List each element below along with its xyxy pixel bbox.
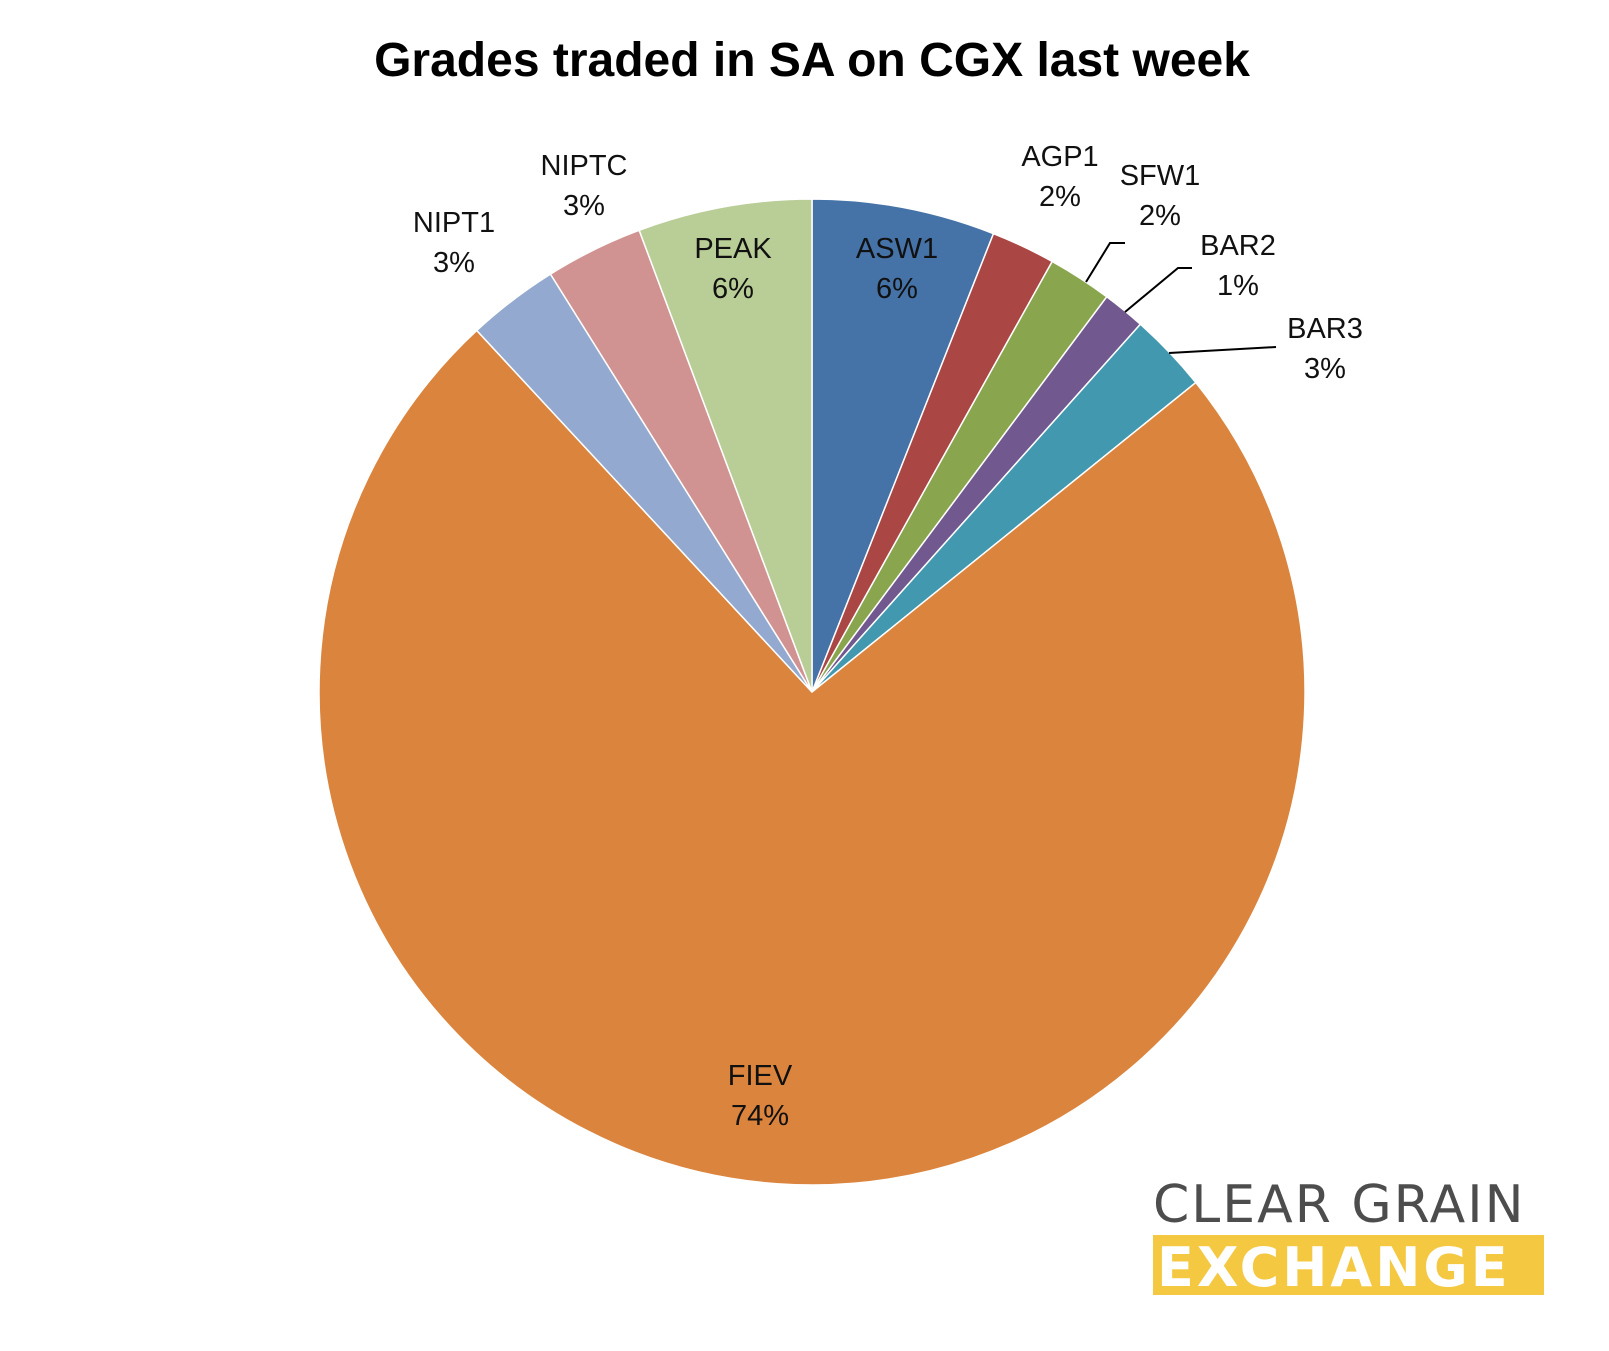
pie-slice-fiev [318, 329, 1306, 1186]
slice-name-nipt1: NIPT1 [413, 207, 495, 239]
leader-line-bar2 [1124, 267, 1192, 313]
slice-percent-nipt1: 3% [433, 247, 475, 279]
slice-name-niptc: NIPTC [541, 150, 628, 182]
pie-slices [318, 198, 1306, 1186]
clear-grain-exchange-logo: CLEAR GRAIN EXCHANGE [1153, 1175, 1544, 1299]
chart-title: Grades traded in SA on CGX last week [374, 34, 1250, 87]
slice-percent-sfw1: 2% [1139, 200, 1181, 232]
slice-name-bar3: BAR3 [1287, 313, 1363, 345]
slice-percent-bar2: 1% [1217, 270, 1259, 302]
slice-name-bar2: BAR2 [1200, 230, 1276, 262]
pie-slice-asw1 [811, 198, 995, 693]
logo-band [1153, 1235, 1544, 1295]
slice-name-peak: PEAK [694, 233, 772, 265]
leader-line-sfw1 [1085, 242, 1125, 283]
slice-percent-peak: 6% [712, 273, 754, 305]
leader-line-bar3 [1168, 346, 1277, 354]
logo-line1: CLEAR GRAIN [1153, 1175, 1526, 1235]
slice-percent-fiev: 74% [731, 1100, 789, 1132]
slice-name-fiev: FIEV [728, 1060, 793, 1092]
slice-percent-niptc: 3% [563, 190, 605, 222]
slice-percent-bar3: 3% [1304, 353, 1346, 385]
leader-lines [1085, 242, 1277, 354]
pie-slice-peak [638, 198, 813, 693]
slice-percent-asw1: 6% [876, 273, 918, 305]
slice-percent-agp1: 2% [1039, 181, 1081, 213]
slice-name-agp1: AGP1 [1021, 141, 1098, 173]
slice-name-sfw1: SFW1 [1120, 160, 1201, 192]
slice-name-asw1: ASW1 [856, 233, 938, 265]
slice-labels: ASW1 6% AGP1 2% SFW1 2% BAR2 1% BAR3 3% FIEV 74% NIP… [413, 141, 1363, 1132]
logo-line2: EXCHANGE [1157, 1236, 1511, 1299]
